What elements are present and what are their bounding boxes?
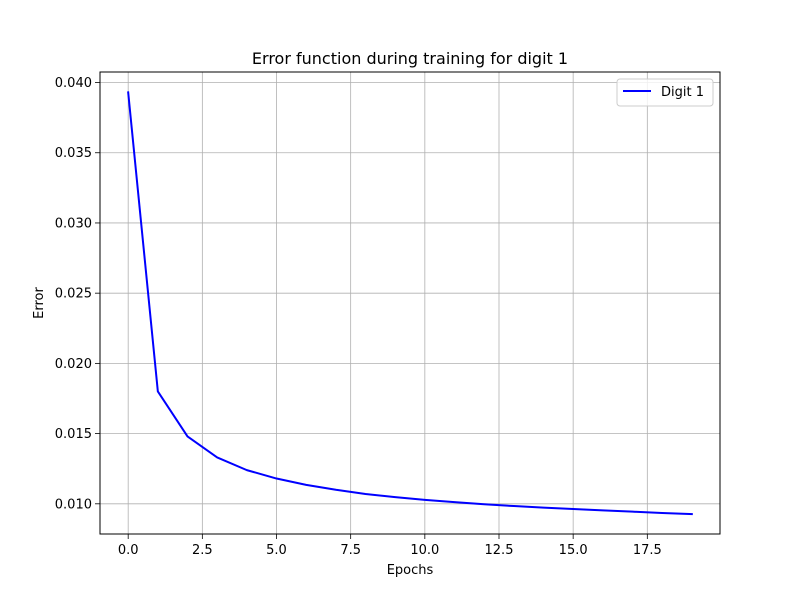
grid [100,72,720,534]
legend-box [616,78,714,107]
legend: Digit 1 [616,78,714,107]
y-tick-label: 0.020 [55,357,92,372]
chart-title: Error function during training for digit… [252,49,568,68]
y-tick-label: 0.025 [55,287,92,302]
x-tick-label: 5.0 [266,543,287,558]
x-axis-label: Epochs [387,563,434,578]
x-tick-label: 0.0 [118,543,139,558]
y-tick-label: 0.015 [55,427,92,442]
y-tick-label: 0.010 [55,497,92,512]
y-tick-label: 0.035 [55,146,92,161]
x-tick-label: 2.5 [192,543,213,558]
x-tick-label: 10.0 [410,543,439,558]
x-tick-label: 15.0 [559,543,588,558]
y-axis: 0.010 0.015 0.020 0.025 0.030 0.035 0.040 [55,76,100,512]
y-axis-label: Error [32,287,47,319]
y-tick-label: 0.040 [55,76,92,91]
series-layer [127,91,693,516]
plot-frame [99,71,721,535]
x-tick-label: 7.5 [340,543,361,558]
x-tick-label: 12.5 [485,543,514,558]
y-tick-label: 0.030 [55,216,92,231]
legend-label-digit-1: Digit 1 [661,85,704,100]
x-axis: 0.0 2.5 5.0 7.5 10.0 12.5 15.0 17.5 [118,534,662,558]
series-line-digit-1 [127,91,693,516]
x-tick-label: 17.5 [633,543,662,558]
